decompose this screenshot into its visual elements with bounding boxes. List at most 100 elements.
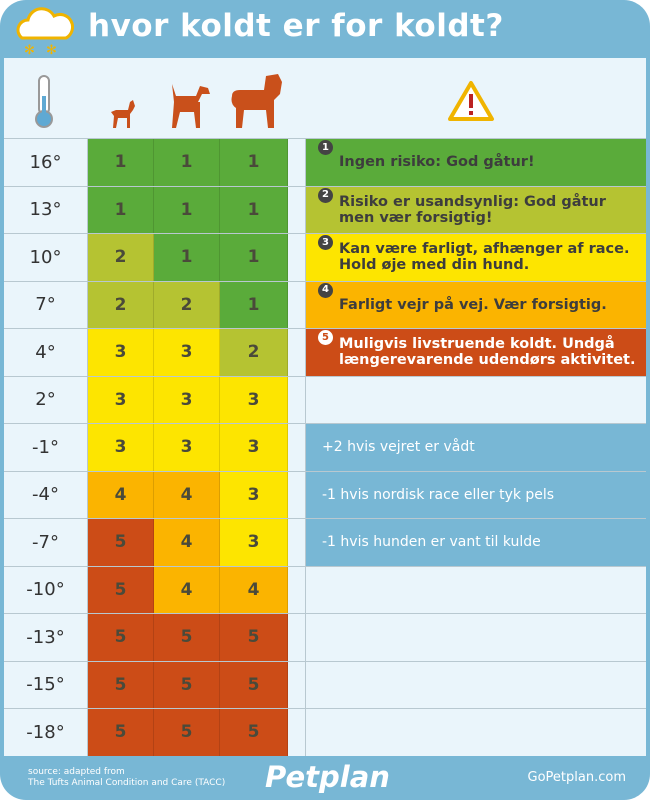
svg-text:✻: ✻: [24, 43, 35, 56]
level-badge: 2: [318, 187, 333, 203]
legend-text: Risiko er usandsynlig: God gåtur men vær…: [339, 193, 606, 226]
risk-cell-large: 1: [220, 186, 288, 233]
risk-cell-large: 1: [220, 139, 288, 186]
risk-cell-medium: 3: [154, 424, 220, 471]
warning-icon: [448, 81, 494, 121]
temperature-label: 10°: [4, 234, 88, 281]
risk-cell-medium: 1: [154, 234, 220, 281]
table-row: -4° 4 4 3 -1 hvis nordisk race eller tyk pel…: [4, 470, 646, 519]
column-gap: [288, 329, 305, 376]
legend-item: 4 Farligt vejr på vej. Vær forsigtig.: [305, 281, 646, 328]
table-row: 16° 1 1 1 1 Ingen risiko: God gåtur!: [4, 138, 646, 186]
risk-cell-small: 4: [88, 471, 154, 518]
table-row: 10° 2 1 1 3 Kan være farligt, afhænger af rac…: [4, 233, 646, 281]
large-dog-icon: [231, 74, 282, 128]
table-row: -7° 5 4 3 -1 hvis hunden er vant til kulde: [4, 518, 646, 566]
risk-cell-large: 1: [220, 281, 288, 328]
level-badge: 5: [318, 330, 333, 345]
risk-cell-small: 2: [88, 281, 154, 328]
table-row: -18° 5 5 5: [4, 708, 646, 756]
table-row: -13° 5 5 5: [4, 613, 646, 661]
website-link[interactable]: GoPetplan.com: [527, 770, 626, 785]
table-row: -10° 5 4 4: [4, 565, 646, 614]
column-gap: [288, 377, 305, 424]
risk-cell-medium: 1: [154, 186, 220, 233]
column-gap: [288, 567, 305, 614]
legend-text: Ingen risiko: God gåtur!: [339, 154, 535, 171]
risk-cell-small: 1: [88, 186, 154, 233]
column-gap: [288, 187, 305, 234]
adjustment-note: +2 hvis vejret er vådt: [305, 424, 646, 471]
petplan-logo: Petplan: [265, 760, 390, 794]
risk-cell-large: 3: [220, 519, 288, 566]
risk-cell-large: 3: [220, 424, 288, 471]
temperature-label: -4°: [4, 471, 88, 518]
risk-cell-medium: 1: [154, 139, 220, 186]
table-row: 2° 3 3 3: [4, 375, 646, 424]
risk-cell-small: 3: [88, 424, 154, 471]
column-gap: [288, 282, 305, 329]
risk-cell-medium: 3: [154, 329, 220, 376]
source-line: source: adapted from: [28, 767, 125, 777]
risk-cell-medium: 4: [154, 471, 220, 518]
legend-item: 2 Risiko er usandsynlig: God gåtur men væ…: [305, 186, 646, 233]
empty-cell: [305, 614, 646, 661]
risk-cell-medium: 4: [154, 519, 220, 566]
header: ✻ ✻ hvor koldt er for koldt?: [0, 0, 650, 58]
empty-cell: [305, 566, 646, 613]
risk-cell-medium: 2: [154, 281, 220, 328]
legend-text: Muligvis livstruende koldt. Undgå længer…: [339, 336, 636, 369]
empty-cell: [305, 376, 646, 423]
legend-item: 1 Ingen risiko: God gåtur!: [305, 139, 646, 186]
adjustment-note: -1 hvis hunden er vant til kulde: [305, 519, 646, 566]
risk-cell-large: 5: [220, 709, 288, 756]
page-title: hvor koldt er for koldt?: [88, 8, 504, 44]
table-row: -15° 5 5 5: [4, 660, 646, 709]
column-gap: [288, 424, 305, 471]
risk-cell-large: 1: [220, 234, 288, 281]
temperature-label: 4°: [4, 329, 88, 376]
legend-item: 5 Muligvis livstruende koldt. Undgå længe…: [305, 329, 646, 376]
column-gap: [288, 519, 305, 566]
level-badge: 3: [318, 235, 333, 250]
risk-cell-large: 5: [220, 661, 288, 708]
footer: source: adapted from The Tufts Animal Con…: [0, 756, 650, 800]
risk-cell-small: 3: [88, 376, 154, 423]
legend-item: 3 Kan være farligt, afhænger af race. Hol…: [305, 234, 646, 281]
temperature-label: -18°: [4, 709, 88, 756]
column-gap: [288, 709, 305, 756]
temperature-label: -15°: [4, 661, 88, 708]
temperature-label: 16°: [4, 139, 88, 186]
risk-cell-small: 5: [88, 614, 154, 661]
level-badge: 4: [318, 282, 333, 298]
risk-cell-small: 5: [88, 519, 154, 566]
risk-cell-small: 5: [88, 661, 154, 708]
column-gap: [288, 662, 305, 709]
table-row: 13° 1 1 1 2 Risiko er usandsynlig: God gåtur …: [4, 185, 646, 234]
risk-cell-medium: 5: [154, 709, 220, 756]
source-note: source: adapted from The Tufts Animal Con…: [28, 767, 225, 789]
column-gap: [288, 472, 305, 519]
risk-cell-large: 3: [220, 376, 288, 423]
temperature-label: -1°: [4, 424, 88, 471]
legend-text: Farligt vejr på vej. Vær forsigtig.: [339, 296, 607, 313]
risk-cell-small: 5: [88, 566, 154, 613]
temperature-label: 2°: [4, 376, 88, 423]
column-gap: [288, 234, 305, 281]
temperature-label: -13°: [4, 614, 88, 661]
temperature-label: -7°: [4, 519, 88, 566]
level-badge: 1: [318, 140, 333, 155]
svg-text:✻: ✻: [46, 43, 57, 56]
table-row: 7° 2 2 1 4 Farligt vejr på vej. Vær forsigtig…: [4, 280, 646, 329]
temperature-label: 13°: [4, 186, 88, 233]
legend-text: Kan være farligt, afhænger af race. Hold…: [339, 241, 630, 274]
table-row: -1° 3 3 3 +2 hvis vejret er vådt: [4, 423, 646, 471]
risk-cell-medium: 3: [154, 376, 220, 423]
medium-dog-icon: [172, 84, 210, 128]
empty-cell: [305, 709, 646, 756]
column-gap: [288, 614, 305, 661]
risk-cell-small: 3: [88, 329, 154, 376]
snow-cloud-icon: ✻ ✻: [16, 7, 74, 56]
small-dog-icon: [111, 100, 135, 128]
